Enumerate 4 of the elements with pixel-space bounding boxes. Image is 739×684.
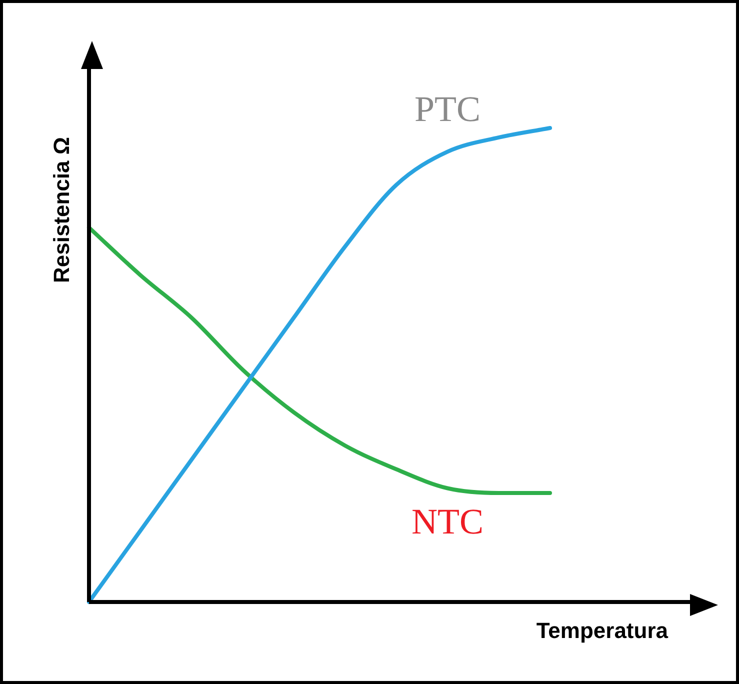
x-axis-title: Temperatura (536, 618, 669, 643)
series-label: NTC (412, 502, 484, 542)
y-axis-title: Resistencia Ω (49, 136, 74, 283)
series-label: PTC (414, 89, 481, 130)
